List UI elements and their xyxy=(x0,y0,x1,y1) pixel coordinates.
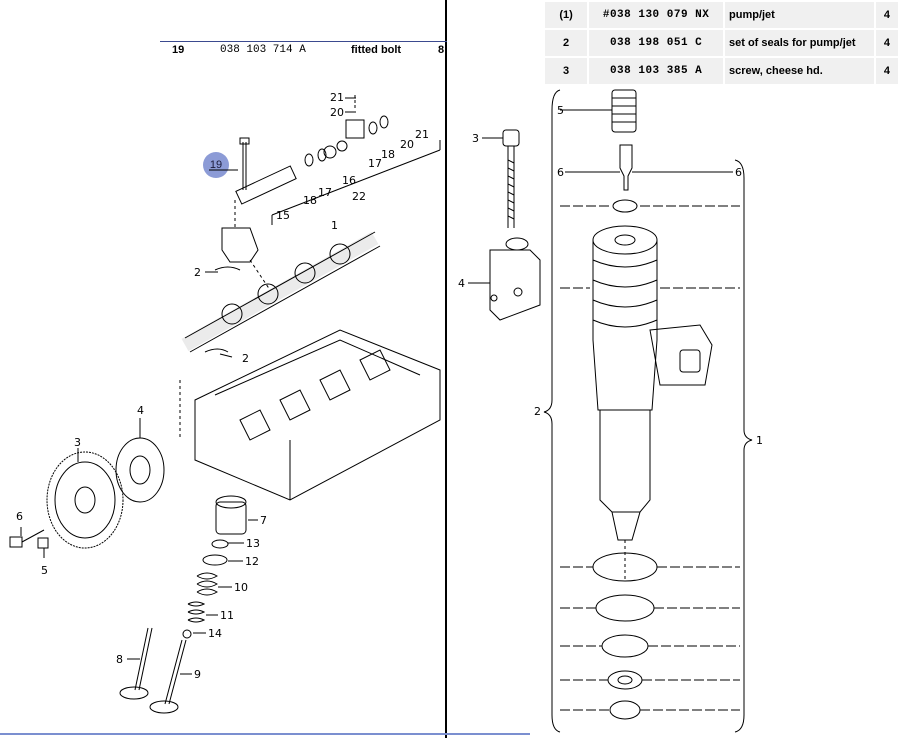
callout-label: 6 xyxy=(735,166,742,179)
row-pos: 19 xyxy=(172,44,185,56)
cell-description: screw, cheese hd. xyxy=(725,58,874,84)
parts-table: (1) #038 130 079 NX pump/jet 4 2 038 198… xyxy=(543,0,900,86)
callout-label: 9 xyxy=(194,668,201,681)
callout-label: 14 xyxy=(208,627,222,640)
callout-label: 3 xyxy=(472,132,479,145)
panel-divider xyxy=(445,0,447,738)
callout-label: 6 xyxy=(557,166,564,179)
cell-qty: 4 xyxy=(875,58,898,84)
callout-label: 11 xyxy=(220,609,234,622)
callout-label: 21 xyxy=(330,91,344,104)
callout-label: 12 xyxy=(245,555,259,568)
callout-label: 6 xyxy=(16,510,23,523)
row-description: fitted bolt xyxy=(351,44,402,56)
callout-label: 2 xyxy=(194,266,201,279)
cell-pos: (1) xyxy=(545,2,588,28)
pump-jet-diagram: 3 4 5 6 6 2 1 xyxy=(458,89,763,733)
callout-label: 21 xyxy=(415,128,429,141)
cell-part-number: 038 198 051 C xyxy=(589,30,723,56)
callout-label: 5 xyxy=(557,104,564,117)
cell-pos: 2 xyxy=(545,30,588,56)
cell-description: pump/jet xyxy=(725,2,874,28)
row-qty: 8 xyxy=(438,44,445,56)
callout-label: 17 xyxy=(318,186,332,199)
callout-label: 16 xyxy=(342,174,356,187)
callout-label: 3 xyxy=(74,436,81,449)
callout-label: 18 xyxy=(381,148,395,161)
cell-part-number: #038 130 079 NX xyxy=(589,2,723,28)
cell-pos: 3 xyxy=(545,58,588,84)
callout-label: 20 xyxy=(400,138,414,151)
callout-label: 22 xyxy=(352,190,366,203)
callout-label: 1 xyxy=(756,434,763,447)
callout-label: 4 xyxy=(458,277,465,290)
selected-callout-badge[interactable]: 19 xyxy=(203,152,229,178)
callout-label: 5 xyxy=(41,564,48,577)
cell-description: set of seals for pump/jet xyxy=(725,30,874,56)
cell-part-number: 038 103 385 A xyxy=(589,58,723,84)
table-row[interactable]: (1) #038 130 079 NX pump/jet 4 xyxy=(545,2,898,28)
callout-label: 10 xyxy=(234,581,248,594)
callout-label: 13 xyxy=(246,537,260,550)
callout-label: 8 xyxy=(116,653,123,666)
cell-qty: 4 xyxy=(875,2,898,28)
engine-head-diagram: 21 20 21 20 18 17 16 22 18 17 15 1 2 2 4… xyxy=(9,91,441,714)
callout-label: 1 xyxy=(331,219,338,232)
callout-label: 2 xyxy=(534,405,541,418)
selected-part-row[interactable]: 19 038 103 714 A fitted bolt 8 xyxy=(160,41,447,58)
callout-label: 2 xyxy=(242,352,249,365)
callout-label: 20 xyxy=(330,106,344,119)
callout-label: 18 xyxy=(303,194,317,207)
callout-label: 4 xyxy=(137,404,144,417)
callout-label: 17 xyxy=(368,157,382,170)
callout-label: 7 xyxy=(260,514,267,527)
row-part-number: 038 103 714 A xyxy=(220,44,306,56)
bottom-rule xyxy=(0,733,530,735)
callout-label: 15 xyxy=(276,209,290,222)
table-row[interactable]: 3 038 103 385 A screw, cheese hd. 4 xyxy=(545,58,898,84)
table-row[interactable]: 2 038 198 051 C set of seals for pump/je… xyxy=(545,30,898,56)
cell-qty: 4 xyxy=(875,30,898,56)
